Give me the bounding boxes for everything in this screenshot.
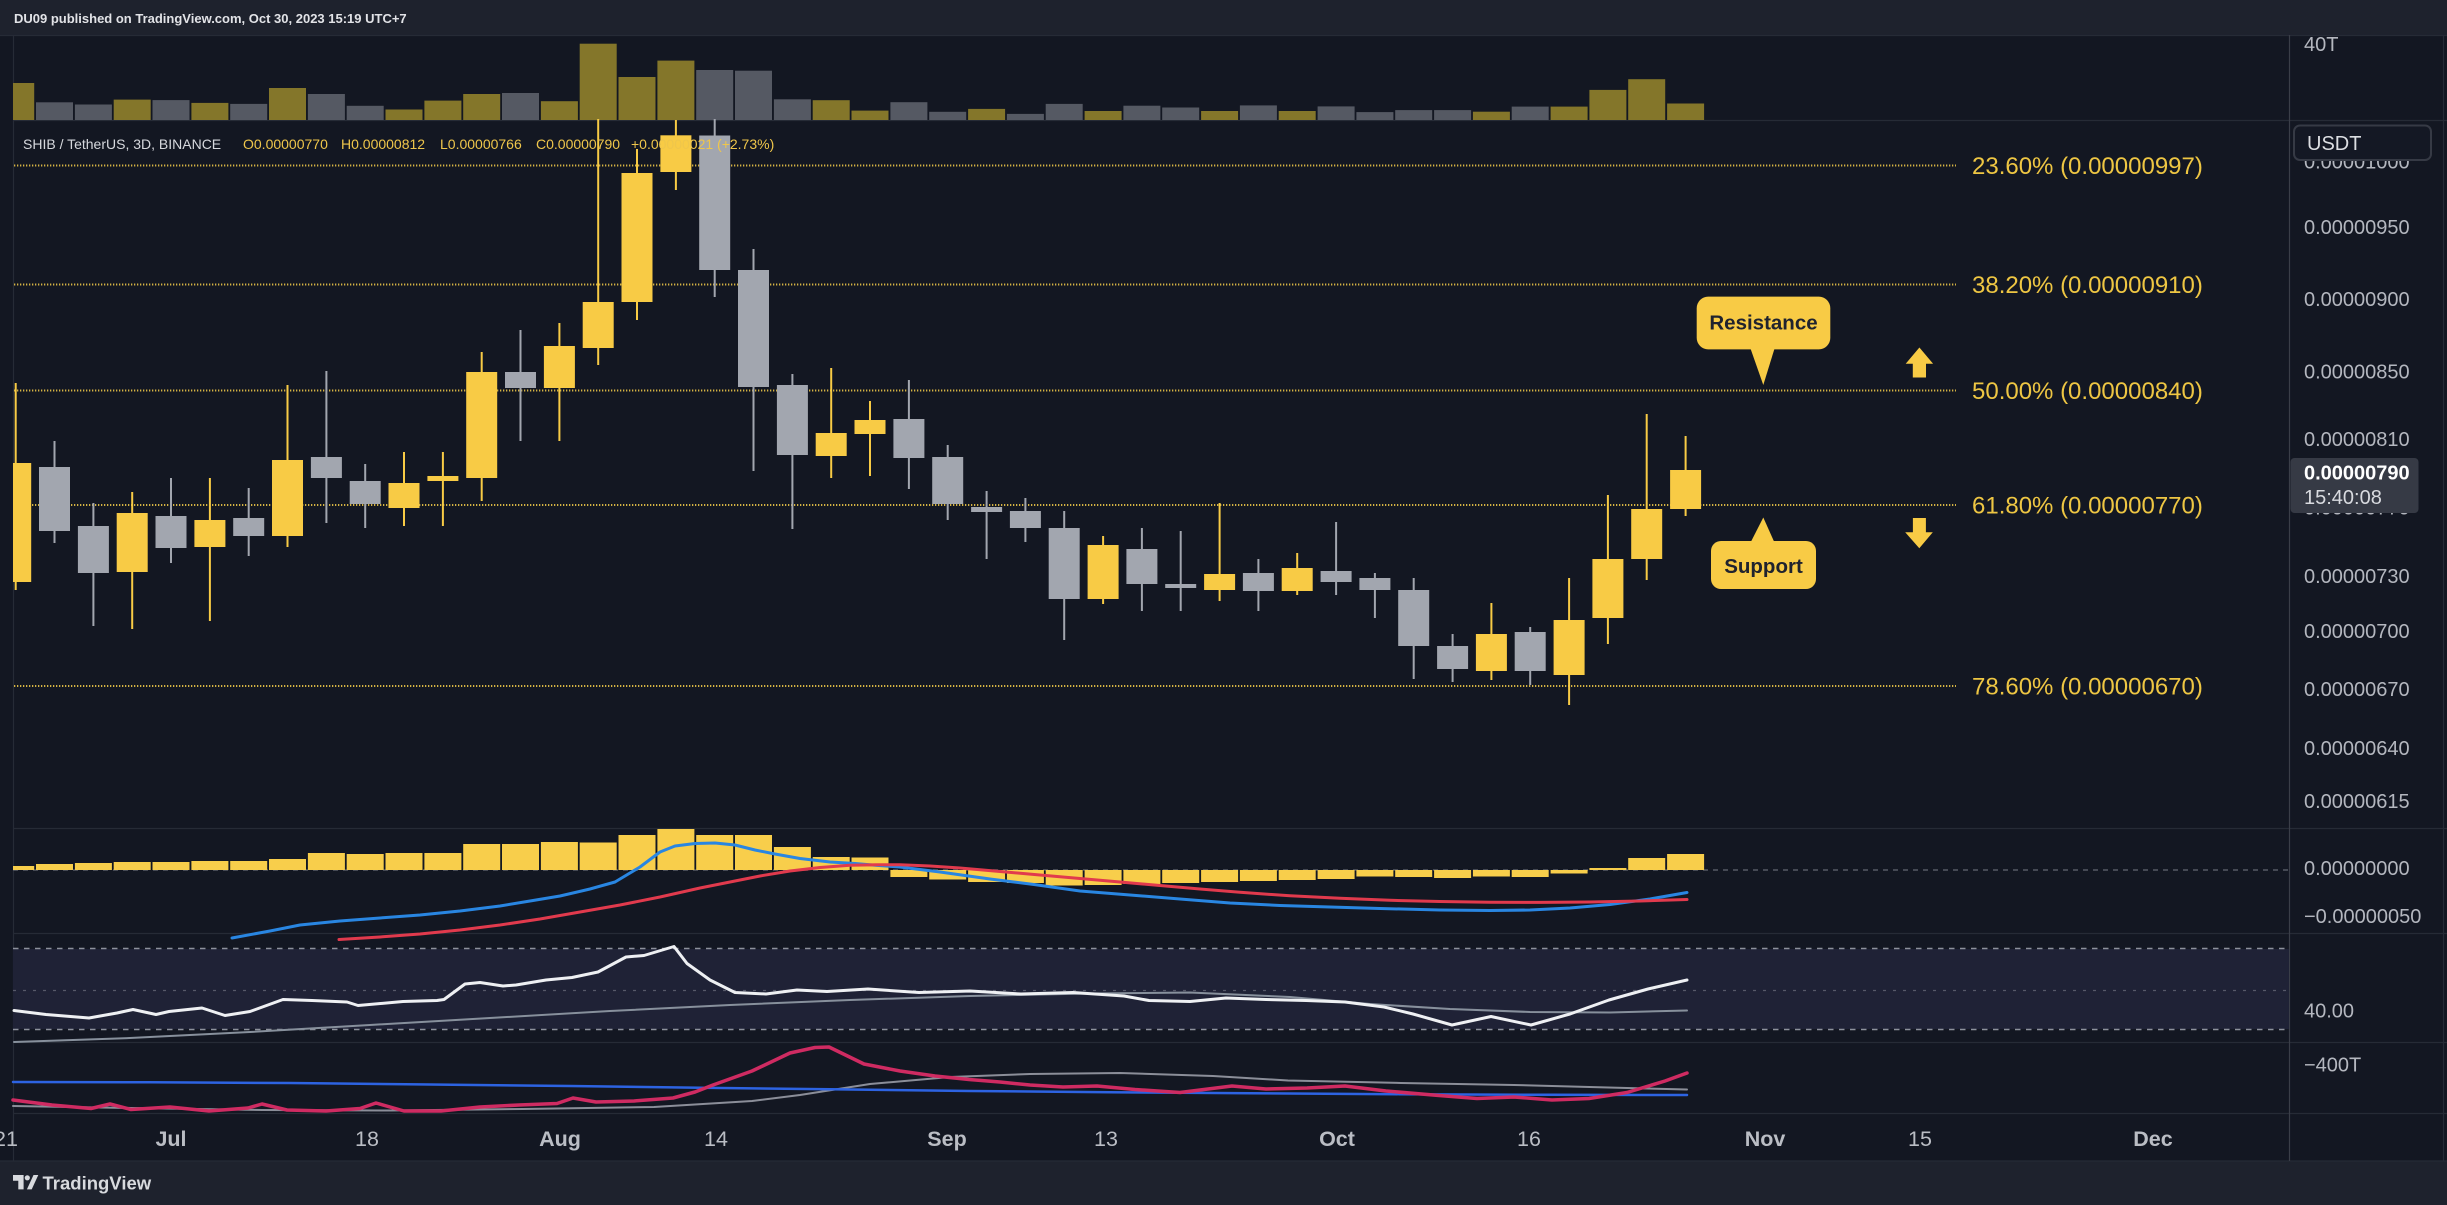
svg-text:0.00000615: 0.00000615 xyxy=(2304,791,2410,813)
svg-text:0.00000790: 0.00000790 xyxy=(2304,463,2410,485)
svg-text:23.60% (0.00000997): 23.60% (0.00000997) xyxy=(1972,153,2203,180)
svg-text:USDT: USDT xyxy=(2307,133,2361,155)
svg-text:SHIB / TetherUS, 3D, BINANCE: SHIB / TetherUS, 3D, BINANCE xyxy=(23,136,221,152)
svg-text:14: 14 xyxy=(704,1127,728,1151)
svg-text:−400T: −400T xyxy=(2304,1055,2361,1077)
svg-text:0.00000700: 0.00000700 xyxy=(2304,621,2410,643)
svg-text:15: 15 xyxy=(1908,1127,1932,1151)
svg-text:Aug: Aug xyxy=(539,1127,581,1151)
svg-text:50.00% (0.00000840): 50.00% (0.00000840) xyxy=(1972,378,2203,405)
svg-text:+0.00000021 (+2.73%): +0.00000021 (+2.73%) xyxy=(631,136,774,152)
svg-text:21: 21 xyxy=(0,1127,18,1151)
svg-text:−0.00000050: −0.00000050 xyxy=(2304,906,2421,928)
svg-text:40T: 40T xyxy=(2304,34,2338,56)
svg-text:C0.00000790: C0.00000790 xyxy=(536,136,620,152)
svg-text:Dec: Dec xyxy=(2133,1127,2172,1151)
svg-text:38.20% (0.00000910): 38.20% (0.00000910) xyxy=(1972,272,2203,299)
svg-text:0.00000950: 0.00000950 xyxy=(2304,217,2410,239)
svg-text:Nov: Nov xyxy=(1745,1127,1786,1151)
svg-text:0.00000730: 0.00000730 xyxy=(2304,566,2410,588)
svg-text:0.00000640: 0.00000640 xyxy=(2304,738,2410,760)
svg-text:40.00: 40.00 xyxy=(2304,1001,2354,1023)
svg-text:Resistance: Resistance xyxy=(1709,312,1817,335)
svg-text:0.00000900: 0.00000900 xyxy=(2304,289,2410,311)
svg-text:H0.00000812: H0.00000812 xyxy=(341,136,425,152)
svg-text:0.00000670: 0.00000670 xyxy=(2304,679,2410,701)
svg-text:0.00000850: 0.00000850 xyxy=(2304,362,2410,384)
svg-text:15:40:08: 15:40:08 xyxy=(2304,487,2382,509)
svg-text:Oct: Oct xyxy=(1319,1127,1355,1151)
svg-text:0.00000000: 0.00000000 xyxy=(2304,858,2410,880)
svg-text:Sep: Sep xyxy=(927,1127,966,1151)
svg-text:18: 18 xyxy=(355,1127,379,1151)
svg-text:13: 13 xyxy=(1094,1127,1118,1151)
svg-text:TradingView: TradingView xyxy=(43,1173,152,1194)
svg-text:DU09 published on TradingView.: DU09 published on TradingView.com, Oct 3… xyxy=(14,11,407,26)
svg-text:78.60% (0.00000670): 78.60% (0.00000670) xyxy=(1972,674,2203,701)
svg-text:O0.00000770: O0.00000770 xyxy=(243,136,328,152)
svg-text:16: 16 xyxy=(1517,1127,1541,1151)
svg-text:61.80% (0.00000770): 61.80% (0.00000770) xyxy=(1972,493,2203,520)
svg-text:L0.00000766: L0.00000766 xyxy=(440,136,522,152)
svg-text:Jul: Jul xyxy=(155,1127,186,1151)
svg-text:Support: Support xyxy=(1724,555,1803,578)
svg-text:0.00000810: 0.00000810 xyxy=(2304,429,2410,451)
